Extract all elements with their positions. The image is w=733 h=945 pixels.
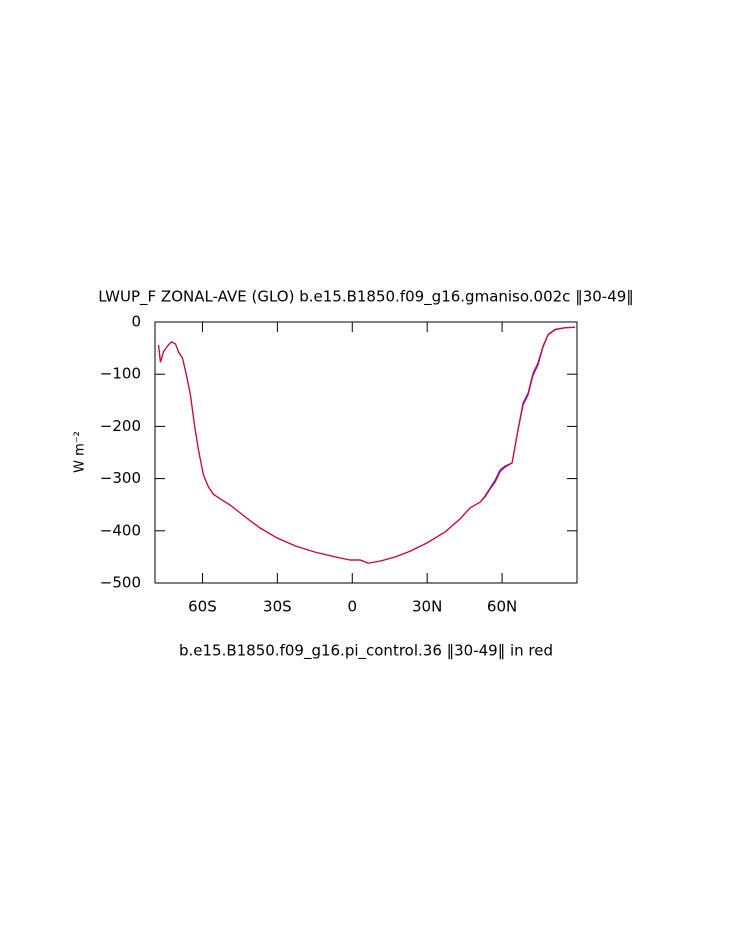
y-tick-label: −500 xyxy=(100,574,141,592)
y-tick-label: 0 xyxy=(131,313,141,331)
data-line xyxy=(157,326,576,564)
x-tick-label: 30S xyxy=(263,598,292,616)
y-axis-label: W m⁻² xyxy=(73,431,88,473)
y-tick-label: −300 xyxy=(100,469,141,487)
x-tick-label: 0 xyxy=(347,598,357,616)
x-tick-label: 60N xyxy=(487,598,517,616)
x-tick-label: 60S xyxy=(188,598,217,616)
subtitle: b.e15.B1850.f09_g16.pi_control.36 ‖30-49… xyxy=(179,642,553,661)
chart-title: LWUP_F ZONAL-AVE (GLO) b.e15.B1850.f09_g… xyxy=(98,288,634,307)
y-tick-label: −400 xyxy=(100,521,141,539)
y-tick-label: −200 xyxy=(100,417,141,435)
data-line xyxy=(157,326,576,564)
y-tick-label: −100 xyxy=(100,365,141,383)
plot-frame xyxy=(154,321,578,584)
x-tick-label: 30N xyxy=(412,598,442,616)
